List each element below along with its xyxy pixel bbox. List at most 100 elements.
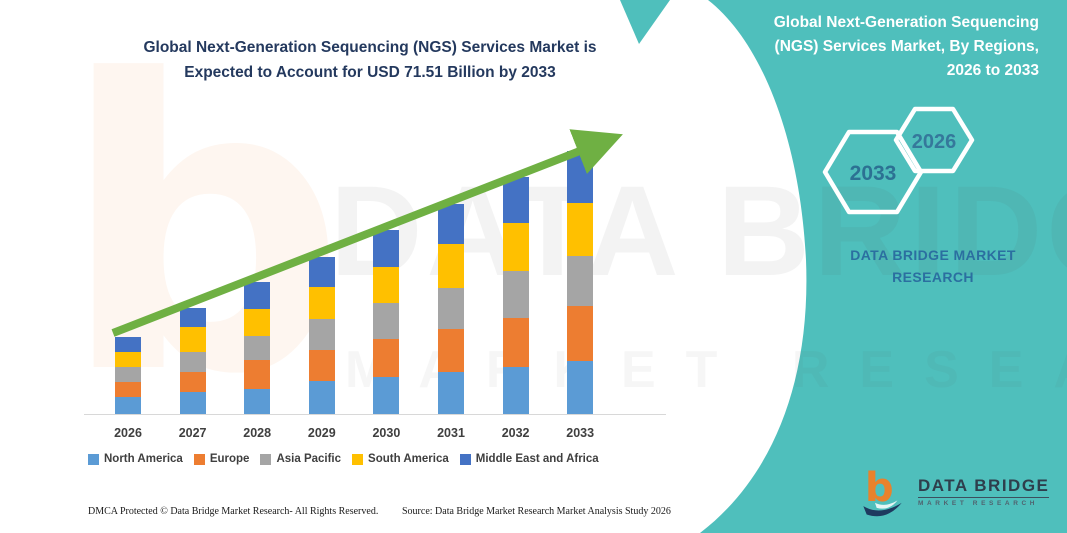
year-hexagons: 2033 2026 — [822, 106, 975, 215]
panel-title-line2: (NGS) Services Market, By Regions, — [774, 38, 1039, 56]
bar-segment-2028-asia-pacific — [244, 335, 271, 360]
bar-segment-2033-south-america — [567, 203, 594, 257]
legend-label: Asia Pacific — [276, 453, 342, 465]
x-axis-label-2033: 2033 — [566, 426, 595, 440]
bar-segment-2031-asia-pacific — [438, 288, 464, 330]
bar-segment-2026-europe — [115, 382, 141, 398]
logo-divider — [918, 497, 1050, 499]
bar-segment-2029-south-america — [308, 286, 335, 320]
bar-2031 — [438, 204, 464, 414]
x-axis-label-2028: 2028 — [243, 426, 272, 440]
chart-title-line2: Expected to Account for USD 71.51 Billio… — [184, 63, 556, 81]
teal-corner-wedge — [620, 0, 670, 44]
logo-name: DATA BRIDGE — [918, 475, 1050, 495]
x-axis-label-2031: 2031 — [437, 426, 465, 440]
bar-segment-2028-europe — [244, 359, 271, 390]
bar-segment-2032-north-america — [502, 366, 529, 414]
bar-2027 — [179, 308, 206, 414]
bar-segment-2032-middle-east-and-africa — [502, 176, 529, 224]
bar-segment-2030-middle-east-and-africa — [373, 229, 400, 267]
legend-swatch-icon — [352, 453, 364, 465]
chart-legend: North America Europe Asia Pacific South Ame… — [88, 453, 599, 465]
bar-segment-2029-europe — [308, 350, 335, 381]
legend-label: North America — [104, 453, 183, 465]
bar-segment-2027-south-america — [179, 327, 206, 353]
legend-label: South America — [368, 453, 449, 465]
legend-item-asia-pacific: Asia Pacific — [260, 453, 341, 465]
legend-label: Middle East and Africa — [475, 453, 599, 465]
logo-swoosh-highlight — [875, 500, 898, 509]
x-axis-label-2032: 2032 — [501, 426, 530, 440]
panel-title-line3: 2026 to 2033 — [946, 62, 1039, 80]
bar-segment-2027-asia-pacific — [179, 352, 206, 372]
bar-segment-2031-middle-east-and-africa — [438, 204, 464, 245]
logo-swoosh — [863, 502, 902, 517]
legend-item-south-america: South America — [352, 453, 449, 465]
bar-segment-2028-south-america — [244, 308, 271, 336]
bar-segment-2033-asia-pacific — [567, 256, 594, 307]
databridge-logo-icon: b — [863, 466, 902, 517]
bar-segment-2033-europe — [567, 306, 594, 361]
bar-chart-plot-area — [88, 120, 668, 414]
bar-segment-2033-middle-east-and-africa — [567, 151, 594, 204]
logo-b-glyph: b — [865, 466, 894, 511]
bar-segment-2032-europe — [502, 318, 529, 367]
bar-segment-2026-middle-east-and-africa — [115, 336, 141, 352]
panel-title-line1: Global Next-Generation Sequencing — [773, 14, 1039, 31]
logo-text-block: DATA BRIDGE MARKET RESEARCH — [918, 475, 1050, 508]
bar-segment-2032-south-america — [502, 223, 529, 271]
chart-title: Global Next-Generation Sequencing (NGS) … — [60, 36, 680, 86]
bar-segment-2029-north-america — [308, 380, 335, 414]
legend-swatch-icon — [459, 453, 471, 465]
bar-segment-2030-asia-pacific — [373, 303, 400, 340]
chart-title-line1: Global Next-Generation Sequencing (NGS) … — [143, 39, 597, 56]
bar-segment-2030-europe — [373, 339, 400, 377]
bar-2029 — [308, 256, 335, 414]
footer-source-text: Source: Data Bridge Market Research Mark… — [402, 506, 671, 517]
x-axis-label-2030: 2030 — [372, 426, 401, 440]
hexagon-2033-label: 2033 — [850, 162, 897, 185]
legend-item-middle-east-and-africa: Middle East and Africa — [459, 453, 599, 465]
bar-segment-2031-south-america — [438, 244, 464, 289]
footer-dmca-text: DMCA Protected © Data Bridge Market Rese… — [88, 506, 379, 517]
legend-label: Europe — [209, 453, 250, 465]
x-axis-label-2027: 2027 — [178, 426, 207, 440]
bar-segment-2030-north-america — [373, 376, 400, 414]
x-axis-label-2029: 2029 — [307, 426, 336, 440]
bar-2026 — [115, 336, 141, 414]
brand-text-line1: DATA BRIDGE MARKET — [850, 247, 1016, 263]
panel-title: Global Next-Generation Sequencing (NGS) … — [709, 11, 1039, 83]
bar-2032 — [502, 176, 529, 414]
legend-item-europe: Europe — [193, 453, 250, 465]
legend-item-north-america: North America — [88, 453, 183, 465]
bar-2030 — [373, 229, 400, 414]
legend-swatch-icon — [88, 453, 99, 465]
bar-segment-2026-south-america — [115, 351, 141, 367]
brand-text-line2: RESEARCH — [892, 268, 974, 285]
bar-segment-2027-middle-east-and-africa — [179, 308, 206, 328]
x-axis-label-2026: 2026 — [114, 426, 142, 440]
bar-segment-2031-europe — [438, 329, 464, 373]
teal-panel-shape — [700, 0, 1067, 533]
bar-segment-2028-north-america — [244, 389, 271, 414]
bar-segment-2028-middle-east-and-africa — [244, 282, 271, 309]
bar-segment-2027-north-america — [179, 392, 206, 414]
bar-segment-2031-north-america — [438, 372, 464, 414]
watermark-brand-subtext: MARKET RESEARCH — [345, 341, 1067, 399]
bar-segment-2026-north-america — [115, 397, 141, 414]
legend-swatch-icon — [193, 453, 205, 465]
bar-segment-2026-asia-pacific — [115, 366, 141, 383]
bar-segment-2030-south-america — [373, 266, 400, 304]
logo-subtitle: MARKET RESEARCH — [918, 500, 1039, 508]
legend-swatch-icon — [260, 453, 272, 465]
hexagon-2026 — [893, 106, 975, 174]
bar-2028 — [244, 282, 271, 414]
hexagon-2026-label: 2026 — [912, 131, 957, 153]
bar-segment-2033-north-america — [567, 360, 594, 414]
bar-2033 — [567, 151, 594, 414]
databridge-logo: b DATA BRIDGE MARKET RESEARCH — [860, 466, 1050, 518]
x-axis-line — [84, 414, 666, 415]
brand-text: DATA BRIDGE MARKET RESEARCH — [830, 245, 1036, 288]
bar-segment-2027-europe — [179, 371, 206, 393]
